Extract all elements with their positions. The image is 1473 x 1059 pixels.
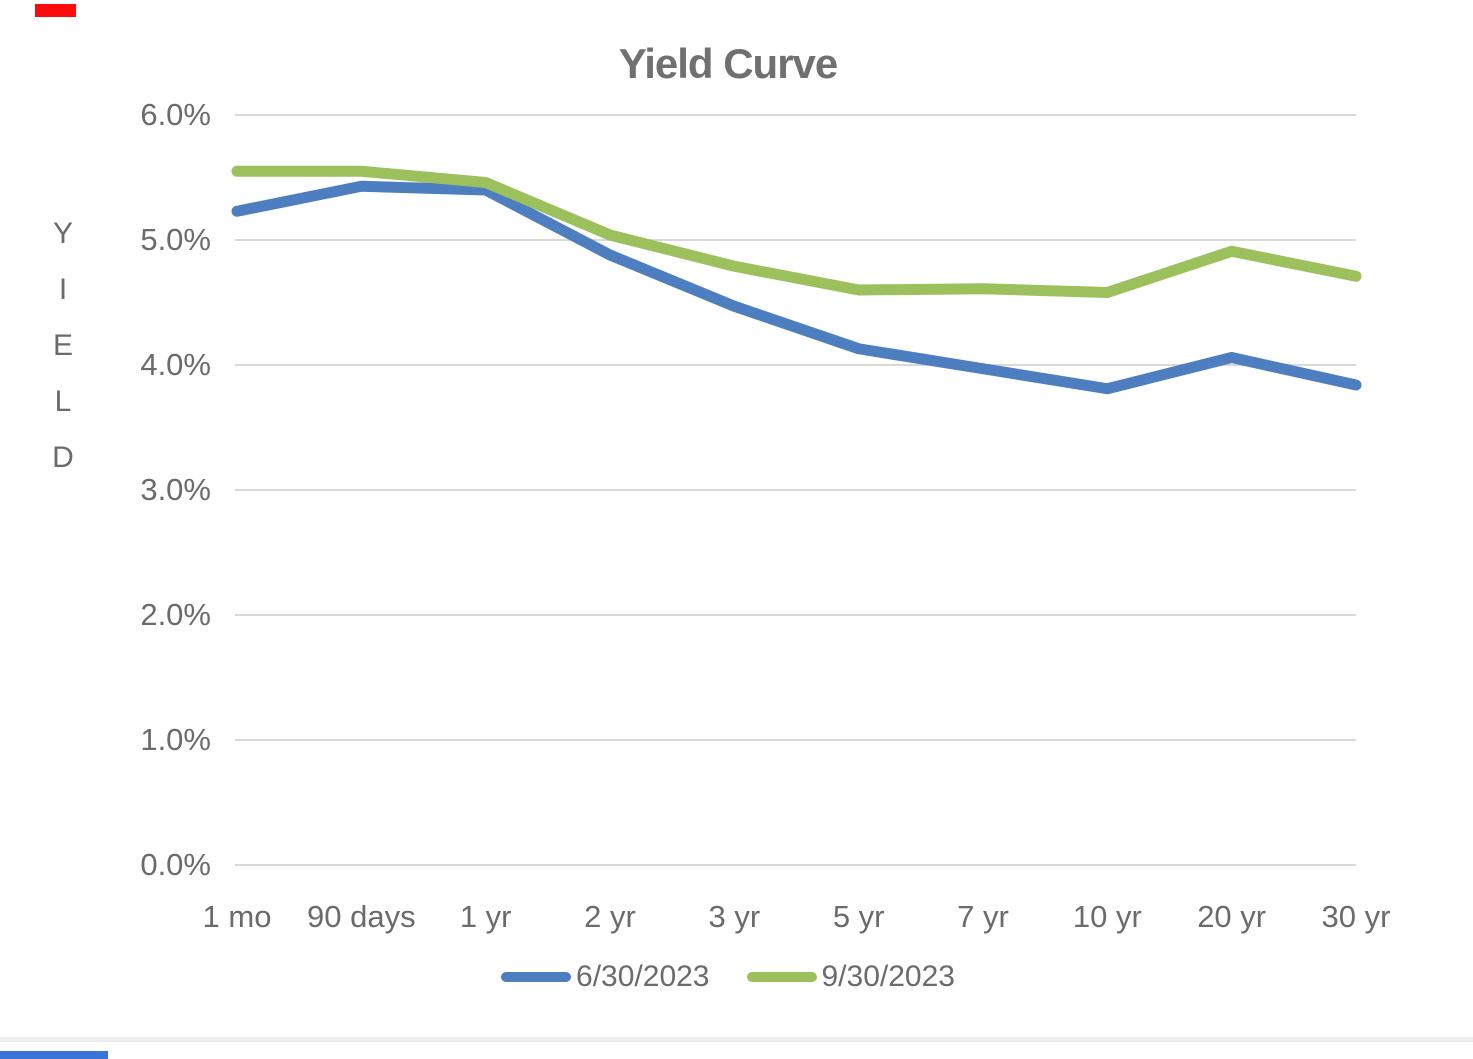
y-axis-title-letter: I bbox=[58, 273, 68, 306]
legend-label: 6/30/2023 bbox=[576, 960, 710, 993]
legend-swatch-icon bbox=[746, 972, 817, 982]
y-axis-title-letter: Y bbox=[52, 217, 73, 250]
legend-label: 9/30/2023 bbox=[821, 960, 955, 993]
y-axis-title-letter: D bbox=[52, 441, 74, 474]
x-tick-label: 10 yr bbox=[1072, 899, 1142, 934]
x-tick-label: 7 yr bbox=[957, 899, 1009, 934]
x-tick-label: 3 yr bbox=[708, 899, 761, 934]
chart-legend: 6/30/2023 9/30/2023 bbox=[0, 956, 1456, 998]
y-tick-label: 0.0% bbox=[140, 847, 211, 882]
x-tick-label: 90 days bbox=[307, 899, 416, 934]
y-tick-label: 3.0% bbox=[140, 472, 211, 507]
x-tick-label: 2 yr bbox=[584, 899, 636, 934]
y-axis-title-letter: L bbox=[54, 385, 72, 418]
chart-title: Yield Curve bbox=[618, 40, 839, 87]
legend-item: 6/30/2023 bbox=[501, 960, 710, 994]
y-tick-label: 1.0% bbox=[140, 722, 211, 757]
x-tick-label: 5 yr bbox=[832, 899, 885, 934]
legend-item: 9/30/2023 bbox=[746, 960, 955, 994]
series-line-9-30-2023 bbox=[231, 165, 1362, 298]
x-tick-label: 30 yr bbox=[1321, 899, 1391, 934]
legend-swatch-icon bbox=[501, 972, 572, 982]
y-axis-title-letter: E bbox=[52, 329, 73, 362]
y-tick-label: 5.0% bbox=[140, 222, 211, 257]
y-tick-label: 6.0% bbox=[140, 97, 211, 132]
y-tick-label: 2.0% bbox=[140, 597, 211, 632]
x-tick-label: 20 yr bbox=[1197, 899, 1267, 934]
series-line-6-30-2023 bbox=[231, 180, 1362, 395]
blue-accent-bar bbox=[0, 1051, 108, 1059]
x-tick-label: 1 yr bbox=[459, 899, 512, 934]
x-tick-label: 1 mo bbox=[202, 899, 272, 934]
bottom-divider bbox=[0, 1037, 1473, 1042]
red-accent-mark bbox=[35, 4, 76, 17]
y-tick-label: 4.0% bbox=[140, 347, 211, 382]
